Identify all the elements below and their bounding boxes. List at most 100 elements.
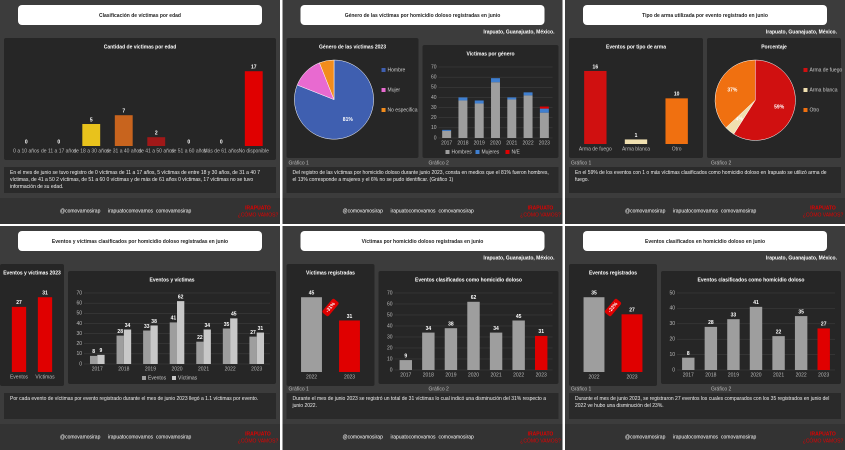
value-label: 38	[151, 319, 157, 325]
y-tick-label: 0	[79, 361, 82, 367]
y-tick-label: 70	[431, 64, 437, 70]
legend-label: Mujeres	[482, 149, 500, 155]
panel-title: Clasificación de víctimas por edad	[99, 13, 181, 19]
panel-text: En el 59% de los eventos con 1 o más víc…	[575, 170, 827, 183]
panel-title: Eventos clasificados en homicidio doloso…	[645, 239, 765, 245]
text-wrap: En el mes de junio se tuvo registro de 0…	[10, 170, 260, 190]
social-handle: @comovamosirap	[60, 434, 101, 440]
bar	[339, 320, 360, 372]
legend-swatch	[172, 376, 176, 380]
value-label: 45	[231, 312, 237, 318]
value-label: 8	[92, 349, 95, 355]
value-label: 59%	[774, 104, 785, 110]
x-tick-label: 2020	[468, 372, 479, 378]
panel-subtitle: Irapuato, Guanajuato, México.	[483, 29, 555, 35]
bar	[491, 78, 500, 83]
bar	[116, 335, 124, 364]
value-label: 17	[251, 65, 257, 71]
social-handle: comovamosirap	[439, 208, 475, 214]
x-tick-label: 2020	[171, 366, 182, 372]
logo-sub: ¿CÓMO VAMOS?	[520, 437, 561, 444]
x-tick-label: Arma de fuego	[579, 146, 612, 152]
panel-title: Tipo de arma utilizada por evento regist…	[642, 13, 768, 19]
x-tick-label: 2023	[818, 372, 829, 378]
bar	[11, 306, 27, 372]
legend-label: N/E	[512, 149, 521, 155]
chart-title: Género de las víctimas 2023	[319, 44, 386, 50]
bar	[539, 106, 549, 109]
bar	[682, 357, 695, 370]
bar	[442, 130, 452, 138]
y-tick-label: 70	[76, 290, 82, 296]
social-handle: irapuatocomovamos	[391, 434, 437, 440]
x-tick-label: 2021	[506, 140, 517, 146]
value-label: 45	[516, 314, 522, 320]
x-tick-label: 2022	[523, 140, 534, 146]
value-label: 22	[197, 335, 203, 341]
bar	[458, 97, 468, 101]
x-tick-label: de 41 a 50 años	[138, 148, 174, 154]
chart-title: Eventos clasificados como homicidio dolo…	[698, 277, 805, 283]
bar	[817, 328, 830, 370]
bar	[244, 71, 263, 146]
footer	[565, 424, 845, 450]
panel-title: Eventos y víctimas clasificados por homi…	[52, 239, 228, 245]
bar	[489, 332, 503, 370]
value-label: 27	[821, 322, 827, 328]
social-handle: irapuatocomovamos	[673, 434, 719, 440]
logo: IRAPUATO	[245, 205, 271, 211]
text-box	[286, 167, 559, 193]
bar	[624, 139, 648, 144]
title-box	[300, 231, 545, 251]
panel-title: Víctimas por homicidio doloso registrada…	[362, 239, 484, 245]
y-tick-label: 30	[431, 105, 437, 111]
x-tick-label: de 31 a 40 años	[106, 148, 142, 154]
bar	[539, 112, 549, 138]
x-tick-label: 2022	[588, 374, 599, 380]
bar	[114, 115, 133, 146]
chart-title: Eventos clasificados como homicidio dolo…	[415, 277, 522, 283]
bar	[256, 332, 265, 364]
title-box	[18, 5, 262, 25]
bar	[177, 301, 185, 364]
bar	[512, 320, 525, 370]
value-label: 31	[538, 329, 544, 335]
x-tick-label: 2021	[198, 366, 209, 372]
chart-note: Gráfico 1	[571, 386, 592, 392]
logo: IRAPUATO	[810, 205, 836, 211]
value-label: 62	[178, 294, 184, 300]
x-tick-label: 2018	[457, 140, 468, 146]
value-label: 27	[16, 300, 22, 306]
y-tick-label: 60	[431, 74, 437, 80]
text-wrap: Durante el mes de junio 2023, se registr…	[575, 396, 829, 409]
bar	[491, 82, 500, 138]
legend-swatch	[445, 150, 450, 154]
chart-note: Gráfico 1	[289, 160, 310, 166]
y-tick-label: 30	[76, 331, 82, 337]
text-wrap: Durante el mes de junio 2023 se registró…	[293, 396, 546, 409]
value-label: 0	[57, 139, 60, 145]
bar	[37, 297, 53, 372]
y-tick-label: 0	[434, 135, 437, 141]
x-tick-label: 2019	[728, 372, 739, 378]
x-tick-label: Más de 61 años	[203, 148, 239, 154]
chart-box	[4, 38, 276, 160]
bar	[444, 328, 458, 370]
y-tick-label: 40	[431, 95, 437, 101]
chart-note: Gráfico 2	[711, 386, 732, 392]
social-handle: @comovamosirap	[625, 208, 666, 214]
legend-swatch	[381, 88, 386, 92]
value-label: 9	[404, 353, 407, 359]
social-handle: comovamosirap	[721, 434, 757, 440]
text-wrap: Por cada evento de víctimas por evento r…	[10, 396, 258, 402]
social-handle: irapuatocomovamos	[108, 208, 154, 214]
social-handle: @comovamosirap	[343, 208, 384, 214]
legend-label: Hombre	[388, 67, 406, 73]
social-handle: @comovamosirap	[343, 434, 384, 440]
y-tick-label: 60	[387, 301, 393, 307]
chart-note: Gráfico 2	[429, 386, 450, 392]
value-label: 27	[250, 330, 256, 336]
bar	[474, 100, 484, 104]
bar	[458, 100, 468, 138]
